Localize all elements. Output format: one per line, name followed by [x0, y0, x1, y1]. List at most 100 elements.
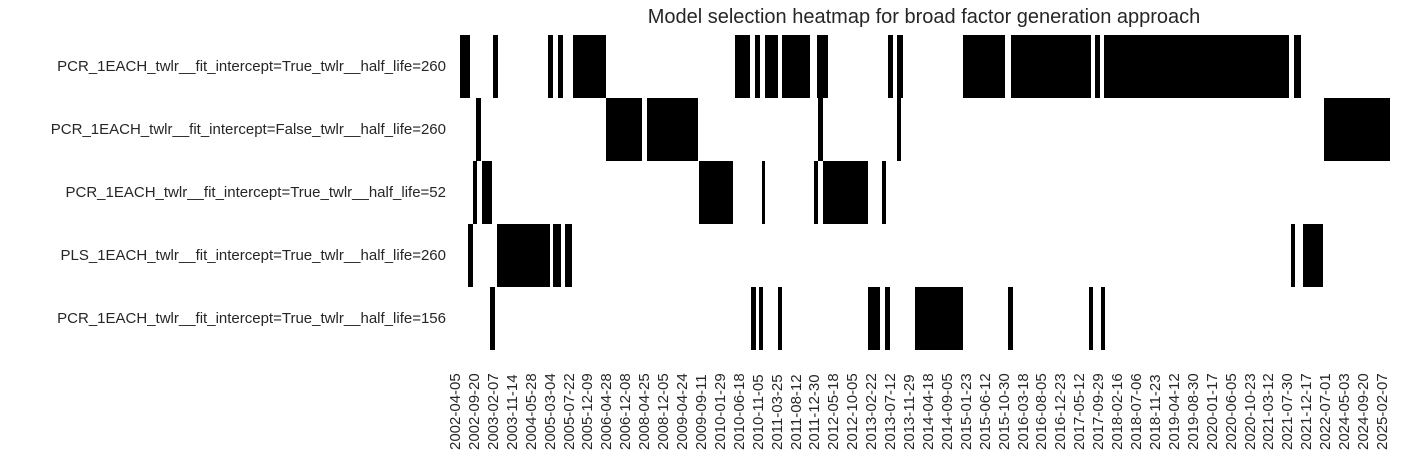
heatmap-segment [734, 35, 750, 98]
heatmap-segment [1094, 35, 1101, 98]
heatmap-segment [963, 35, 1006, 98]
x-tick-label: 2006-04-28 [598, 373, 616, 450]
heatmap-segment [473, 161, 478, 224]
heatmap-segment [818, 98, 823, 161]
heatmap-segment [1008, 287, 1013, 350]
heatmap-segment [547, 35, 554, 98]
x-tick-label: 2020-06-05 [1222, 373, 1240, 450]
x-tick-label: 2005-12-09 [579, 373, 597, 450]
heatmap-segment [1323, 98, 1390, 161]
heatmap-segment [489, 287, 495, 350]
y-tick-label: PLS_1EACH_twlr__fit_intercept=True_twlr_… [60, 246, 447, 264]
heatmap-segment [553, 224, 561, 287]
x-tick-label: 2009-04-24 [674, 373, 692, 450]
x-tick-label: 2013-07-12 [882, 373, 900, 450]
x-tick-label: 2003-11-14 [503, 374, 521, 450]
x-tick-label: 2021-12-17 [1298, 373, 1316, 450]
y-tick-label: PCR_1EACH_twlr__fit_intercept=True_twlr_… [57, 57, 446, 75]
heatmap-row [455, 287, 1393, 350]
heatmap-segment [1104, 35, 1289, 98]
heatmap-segment [698, 161, 734, 224]
heatmap-segment [868, 287, 880, 350]
heatmap-segment [777, 287, 782, 350]
x-tick-label: 2002-04-05 [447, 373, 464, 450]
x-tick-label: 2010-11-05 [749, 374, 767, 450]
heatmap-plot-area [455, 35, 1393, 350]
x-tick-label: 2005-03-04 [541, 373, 559, 450]
heatmap-segment [881, 161, 886, 224]
x-tick-label: 2002-09-20 [465, 373, 483, 450]
heatmap-segment [914, 287, 963, 350]
chart-title: Model selection heatmap for broad factor… [647, 6, 1201, 28]
heatmap-row [455, 224, 1393, 287]
x-tick-label: 2019-08-30 [1184, 373, 1202, 450]
x-tick-label: 2011-03-25 [768, 374, 786, 450]
heatmap-segment [459, 35, 470, 98]
heatmap-segment [751, 287, 756, 350]
heatmap-segment [557, 35, 563, 98]
x-tick-label: 2010-06-18 [730, 373, 748, 450]
x-tick-label: 2013-02-22 [863, 373, 881, 450]
x-tick-label: 2017-05-12 [1071, 373, 1089, 450]
heatmap-segment [1088, 287, 1094, 350]
heatmap-segment [759, 287, 764, 350]
heatmap-row [455, 161, 1393, 224]
x-tick-label: 2014-04-18 [919, 373, 937, 450]
y-tick-label: PCR_1EACH_twlr__fit_intercept=False_twlr… [50, 120, 446, 138]
heatmap-segment [1101, 287, 1106, 350]
heatmap-segment [754, 35, 761, 98]
heatmap-segment [822, 161, 868, 224]
heatmap-segment [1303, 224, 1323, 287]
x-tick-label: 2020-01-17 [1203, 373, 1221, 450]
x-tick-label: 2018-02-16 [1109, 373, 1127, 450]
heatmap-row [455, 98, 1393, 161]
x-tick-label: 2003-02-07 [484, 373, 502, 450]
x-tick-label: 2016-12-23 [1052, 373, 1070, 450]
x-tick-label: 2012-05-18 [825, 373, 843, 450]
heatmap-segment [765, 35, 778, 98]
heatmap-segment [1011, 35, 1092, 98]
x-tick-label: 2008-04-25 [636, 373, 654, 450]
heatmap-segment [476, 98, 481, 161]
x-tick-label: 2004-05-28 [522, 373, 540, 450]
heatmap-segment [492, 35, 498, 98]
x-tick-label: 2009-09-11 [692, 374, 710, 450]
x-tick-label: 2017-09-29 [1090, 373, 1108, 450]
x-tick-label: 2018-11-23 [1146, 374, 1164, 450]
x-tick-label: 2015-01-23 [957, 373, 975, 450]
x-tick-label: 2018-07-06 [1128, 373, 1146, 450]
y-tick-label: PCR_1EACH_twlr__fit_intercept=True_twlr_… [65, 183, 446, 201]
heatmap-segment [565, 224, 572, 287]
x-tick-label: 2021-07-30 [1279, 373, 1297, 450]
x-tick-label: 2012-10-05 [844, 373, 862, 450]
heatmap-segment [813, 161, 818, 224]
x-tick-label: 2015-10-30 [995, 373, 1013, 450]
heatmap-segment [482, 161, 492, 224]
heatmap-segment [816, 35, 829, 98]
x-tick-label: 2006-12-08 [617, 373, 635, 450]
heatmap-segment [884, 287, 891, 350]
heatmap-row [455, 35, 1393, 98]
heatmap-segment [896, 35, 903, 98]
x-tick-label: 2024-09-20 [1355, 373, 1373, 450]
heatmap-segment [887, 35, 894, 98]
x-tick-label: 2005-07-22 [560, 373, 578, 450]
heatmap-segment [606, 98, 643, 161]
heatmap-segment [781, 35, 811, 98]
y-tick-label: PCR_1EACH_twlr__fit_intercept=True_twlr_… [57, 309, 446, 327]
heatmap-segment [1294, 35, 1301, 98]
x-tick-label: 2022-07-01 [1317, 373, 1335, 450]
x-tick-label: 2016-08-05 [1033, 373, 1051, 450]
x-tick-label: 2010-01-29 [711, 373, 729, 450]
x-tick-label: 2015-06-12 [976, 373, 994, 450]
x-tick-label: 2011-08-12 [787, 374, 805, 450]
x-tick-label: 2016-03-18 [1014, 373, 1032, 450]
x-tick-label: 2025-02-07 [1374, 373, 1391, 450]
x-tick-label: 2008-12-05 [655, 373, 673, 450]
heatmap-segment [468, 224, 473, 287]
x-tick-label: 2024-05-03 [1336, 373, 1354, 450]
x-tick-label: 2020-10-23 [1241, 373, 1259, 450]
x-tick-label: 2014-09-05 [938, 373, 956, 450]
x-tick-label: 2011-12-30 [806, 374, 824, 450]
